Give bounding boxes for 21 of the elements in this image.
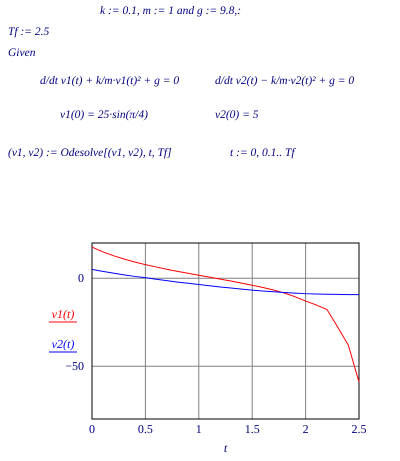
x-axis-title: t: [224, 441, 228, 455]
text: d/dt v1(t) + k/m·v1(t)² + g = 0: [40, 75, 180, 87]
line-series: [92, 268, 360, 296]
text: Tf := 2.5: [8, 26, 50, 38]
x-tick-label: 0: [89, 422, 95, 436]
y-tick-label: −50: [65, 359, 84, 374]
x-tick-label: 1: [196, 422, 202, 436]
text: (v1, v2) := Odesolve[(v1, v2), t, Tf]: [8, 147, 172, 159]
text: v2(0) = 5: [215, 109, 259, 121]
text: v1(0) = 25·sin(π/4): [60, 109, 148, 121]
x-tick-label: 1.5: [244, 422, 260, 436]
x-tick-label: 0.5: [138, 422, 153, 436]
text: t := 0, 0.1.. Tf: [230, 147, 296, 159]
x-tick-label: 2: [302, 422, 309, 436]
line-series: [92, 246, 360, 383]
text: Given: [8, 47, 36, 59]
text: v1(t): [52, 307, 74, 321]
text: k := 0.1, m := 1 and g := 9.8,:: [100, 5, 242, 17]
text: v2(t): [52, 337, 74, 351]
x-tick-label: 2.5: [352, 422, 366, 436]
text: d/dt v2(t) − k/m·v2(t)² + g = 0: [215, 75, 354, 87]
